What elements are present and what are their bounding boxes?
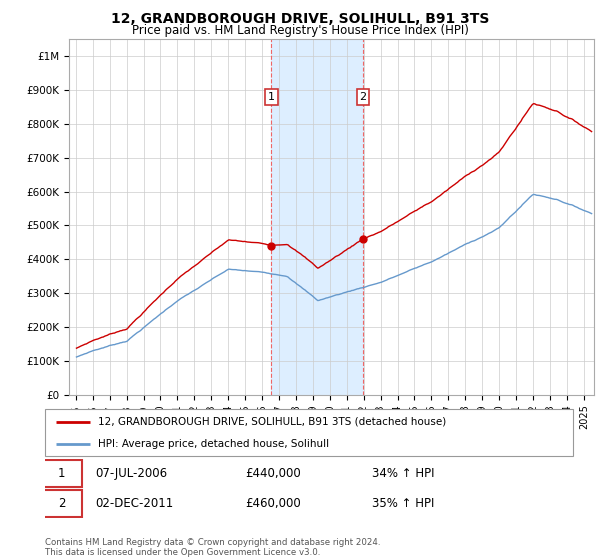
Text: 1: 1	[268, 92, 275, 102]
FancyBboxPatch shape	[43, 460, 82, 487]
Text: 12, GRANDBOROUGH DRIVE, SOLIHULL, B91 3TS (detached house): 12, GRANDBOROUGH DRIVE, SOLIHULL, B91 3T…	[98, 417, 446, 427]
Text: 1: 1	[58, 467, 65, 480]
FancyBboxPatch shape	[45, 409, 573, 456]
Text: 34% ↑ HPI: 34% ↑ HPI	[373, 467, 435, 480]
Text: £460,000: £460,000	[245, 497, 301, 510]
Text: 35% ↑ HPI: 35% ↑ HPI	[373, 497, 435, 510]
Text: 2: 2	[359, 92, 367, 102]
Text: HPI: Average price, detached house, Solihull: HPI: Average price, detached house, Soli…	[98, 438, 329, 449]
Text: 2: 2	[58, 497, 65, 510]
Bar	[271, 39, 363, 395]
FancyBboxPatch shape	[43, 491, 82, 517]
Text: 12, GRANDBOROUGH DRIVE, SOLIHULL, B91 3TS: 12, GRANDBOROUGH DRIVE, SOLIHULL, B91 3T…	[111, 12, 489, 26]
Text: Contains HM Land Registry data © Crown copyright and database right 2024.
This d: Contains HM Land Registry data © Crown c…	[45, 538, 380, 557]
Text: Price paid vs. HM Land Registry's House Price Index (HPI): Price paid vs. HM Land Registry's House …	[131, 24, 469, 36]
Text: £440,000: £440,000	[245, 467, 301, 480]
Text: 02-DEC-2011: 02-DEC-2011	[95, 497, 173, 510]
Text: 07-JUL-2006: 07-JUL-2006	[95, 467, 167, 480]
